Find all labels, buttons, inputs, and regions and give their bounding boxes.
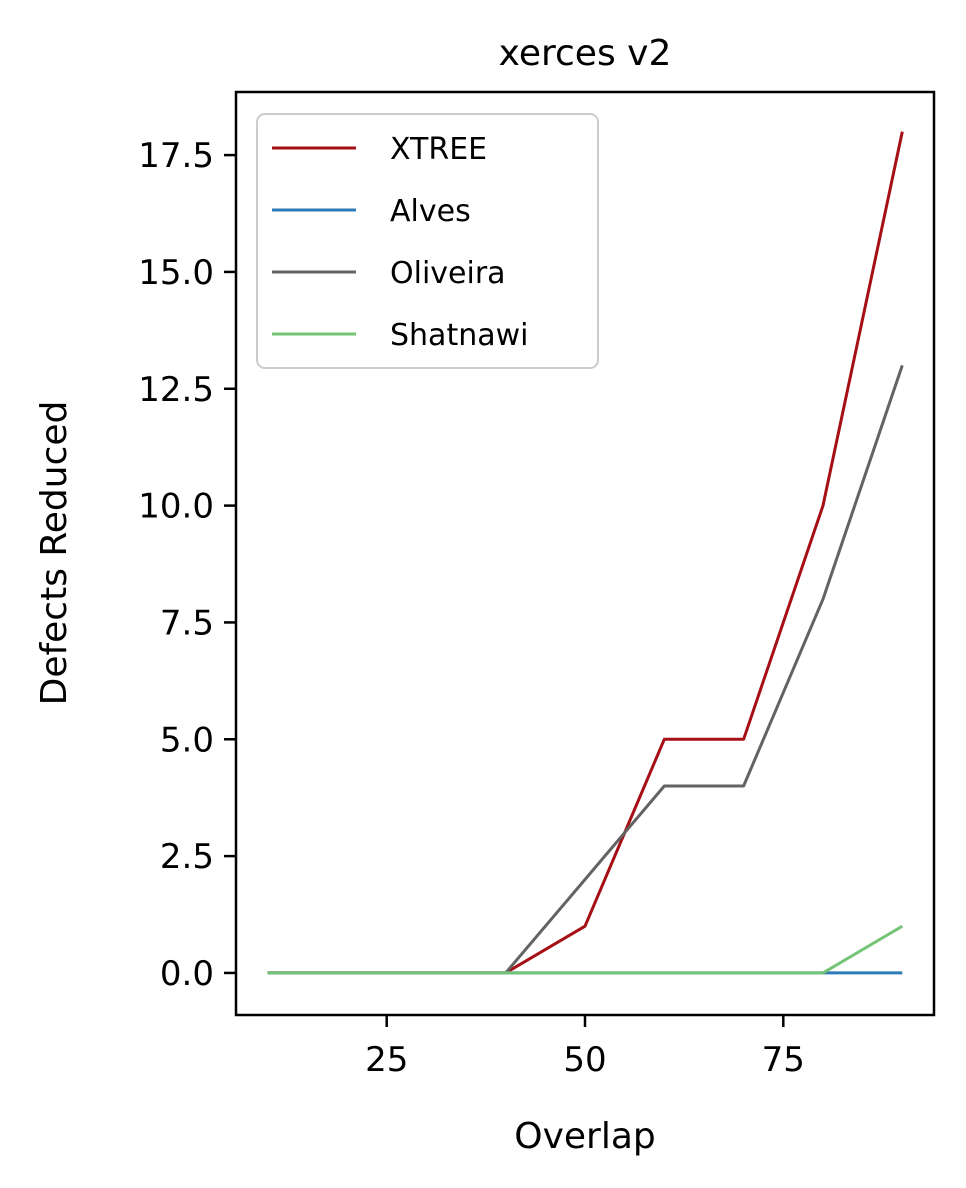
legend-label-xtree: XTREE (390, 132, 487, 167)
y-axis-label: Defects Reduced (34, 401, 75, 706)
legend: XTREE Alves Oliveira Shatnawi (256, 113, 599, 369)
legend-label-oliveira: Oliveira (390, 256, 506, 291)
x-axis-ticks: 25 50 75 (365, 1015, 805, 1080)
y-tick-label: 15.0 (138, 253, 214, 293)
y-tick-label: 2.5 (160, 837, 214, 877)
y-tick-label: 0.0 (160, 954, 214, 994)
y-tick-label: 5.0 (160, 720, 214, 760)
series-line-shatnawi (267, 924, 904, 975)
legend-items: XTREE Alves Oliveira Shatnawi (272, 132, 528, 353)
legend-label-shatnawi: Shatnawi (390, 318, 528, 353)
x-axis-label: Overlap (514, 1116, 656, 1157)
chart-title: xerces v2 (499, 33, 672, 74)
legend-label-alves: Alves (390, 194, 471, 229)
x-tick-label: 25 (365, 1040, 408, 1080)
y-tick-label: 7.5 (160, 603, 214, 643)
x-tick-label: 50 (563, 1040, 606, 1080)
y-tick-label: 17.5 (138, 136, 214, 176)
y-tick-label: 12.5 (138, 370, 214, 410)
plot-lines (267, 131, 904, 975)
x-tick-label: 75 (762, 1040, 805, 1080)
y-axis-ticks: 0.0 2.5 5.0 7.5 10.0 12.5 15.0 17.5 (138, 136, 236, 994)
y-tick-label: 10.0 (138, 487, 214, 527)
legend-box (256, 113, 599, 369)
series-line-oliveira (267, 364, 904, 975)
